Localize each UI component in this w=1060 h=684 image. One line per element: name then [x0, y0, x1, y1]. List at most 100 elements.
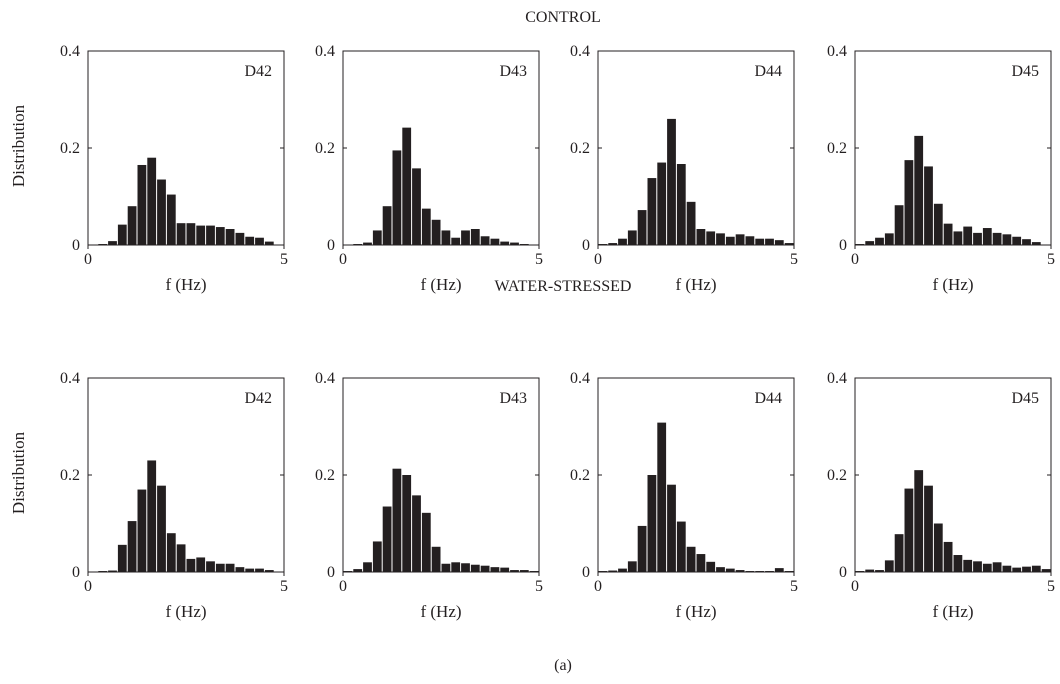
histogram-bar	[176, 223, 186, 245]
histogram-bar	[735, 570, 745, 572]
histogram-bar	[225, 229, 235, 245]
histogram-bar	[363, 242, 372, 245]
plot-frame	[854, 377, 1052, 573]
histogram-bar	[627, 230, 637, 245]
histogram-bar	[186, 558, 196, 572]
histogram-bar	[1022, 566, 1031, 572]
histogram-bar	[157, 485, 166, 572]
histogram-bar	[1012, 236, 1022, 245]
histogram-bar	[973, 561, 982, 572]
row-title-water-stressed: WATER-STRESSED	[495, 278, 632, 295]
histogram-bar	[206, 561, 215, 572]
histogram-bar	[657, 162, 667, 245]
y-tick-label: 0.4	[315, 43, 335, 60]
histogram-bar	[1002, 234, 1012, 245]
histogram-bar	[137, 164, 147, 245]
histogram-bar	[1031, 242, 1041, 245]
x-tick-label: 0	[594, 578, 602, 595]
histogram-panel: 0 0.2 0.4 0 5 f (Hz) D44	[570, 43, 798, 294]
histogram-bar	[382, 506, 392, 572]
y-tick-label: 0.2	[827, 140, 847, 157]
histogram-bar	[441, 563, 451, 572]
histogram-bar	[774, 568, 784, 572]
histogram-panel: 0 0.2 0.4 0 5 f (Hz) D43	[315, 43, 543, 294]
histogram-bar	[745, 236, 755, 245]
panel-label: D44	[754, 390, 782, 407]
histogram-bar	[108, 241, 117, 245]
y-tick-label: 0	[582, 237, 590, 254]
histogram-bar	[215, 227, 225, 245]
histogram-bar	[480, 236, 490, 245]
histogram-bar	[884, 560, 894, 572]
histogram-bar	[235, 232, 245, 246]
histogram-bar	[884, 233, 894, 245]
histogram-bar	[382, 206, 392, 245]
histogram-bar	[608, 570, 618, 572]
histogram-bar	[963, 559, 973, 573]
histogram-bar	[245, 568, 255, 572]
histogram-bar	[706, 561, 716, 572]
x-tick-label: 0	[84, 251, 92, 268]
histogram-bar	[461, 563, 470, 572]
histogram-bar	[363, 562, 372, 572]
histogram-bar	[667, 484, 676, 572]
histogram-bar	[166, 533, 176, 572]
histogram-bar	[716, 567, 725, 572]
histogram-bar	[904, 160, 914, 246]
histogram-bar	[914, 470, 924, 572]
x-tick-label: 0	[84, 578, 92, 595]
histogram-bar	[500, 241, 510, 245]
histogram-bar	[875, 570, 884, 572]
x-tick-label: 5	[280, 251, 288, 268]
x-tick-label: 5	[1047, 251, 1055, 268]
histogram-bar	[215, 563, 225, 572]
histogram-bar	[657, 422, 667, 572]
y-tick-label: 0.4	[827, 370, 847, 387]
plot-frame	[342, 50, 540, 246]
y-tick-label: 0.2	[570, 140, 590, 157]
x-tick-label: 0	[594, 251, 602, 268]
x-tick-label: 5	[790, 251, 798, 268]
histogram-bar	[943, 541, 953, 572]
plot-frame	[597, 50, 795, 246]
histogram-bar	[392, 150, 402, 245]
histogram-bar	[137, 489, 147, 572]
y-tick-label: 0.4	[570, 43, 590, 60]
x-axis-label: f (Hz)	[675, 275, 716, 294]
histogram-bar	[953, 555, 963, 572]
panel-label: D42	[244, 63, 272, 80]
histogram-bar	[676, 164, 686, 245]
panel-label: D45	[1011, 390, 1039, 407]
histogram-bar	[480, 565, 490, 572]
histogram-bar	[500, 567, 510, 572]
y-tick-label: 0	[327, 564, 335, 581]
histogram-bar	[441, 230, 451, 245]
y-tick-label: 0.4	[60, 370, 80, 387]
histogram-bar	[510, 570, 519, 572]
y-tick-label: 0	[72, 237, 80, 254]
histogram-bar	[147, 157, 157, 245]
x-axis-label: f (Hz)	[932, 275, 973, 294]
histogram-bar	[412, 495, 421, 572]
histogram-bar	[255, 568, 264, 572]
panel-label: D42	[244, 390, 272, 407]
panel-label: D43	[499, 390, 527, 407]
histogram-bar	[765, 238, 774, 245]
y-tick-label: 0.4	[60, 43, 80, 60]
histogram-bar	[774, 240, 784, 245]
histogram-bar	[982, 228, 992, 245]
histogram-bar	[973, 232, 982, 246]
histogram-panel: 0 0.2 0.4 0 5 f (Hz) D42	[60, 43, 288, 294]
histogram-bar	[696, 554, 706, 572]
histogram-bar	[451, 562, 461, 572]
histogram-bar	[431, 219, 441, 245]
histogram-bar	[421, 512, 431, 572]
histogram-bar	[647, 178, 657, 245]
histogram-bar	[421, 208, 431, 246]
histogram-bar	[519, 570, 529, 572]
plot-frame	[854, 50, 1052, 246]
y-tick-label: 0	[327, 237, 335, 254]
histogram-bar	[914, 135, 924, 246]
histogram-bar	[1031, 565, 1041, 572]
histogram-bar	[933, 523, 943, 572]
